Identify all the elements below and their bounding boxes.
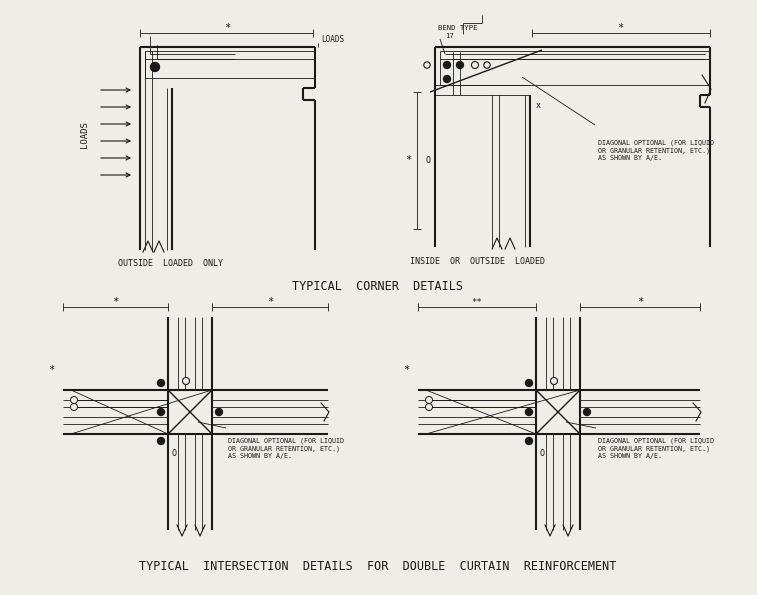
Circle shape xyxy=(425,396,432,403)
Text: x: x xyxy=(535,101,540,109)
Text: *: * xyxy=(48,365,54,375)
Circle shape xyxy=(424,62,430,68)
Text: DIAGONAL OPTIONAL (FOR LIQUID
OR GRANULAR RETENTION, ETC.)
AS SHOWN BY A/E.: DIAGONAL OPTIONAL (FOR LIQUID OR GRANULA… xyxy=(598,140,714,161)
Text: OUTSIDE  LOADED  ONLY: OUTSIDE LOADED ONLY xyxy=(119,259,223,268)
Text: INSIDE  OR  OUTSIDE  LOADED: INSIDE OR OUTSIDE LOADED xyxy=(410,258,544,267)
Text: *: * xyxy=(112,297,119,307)
Text: *: * xyxy=(403,365,409,375)
Circle shape xyxy=(157,380,164,387)
Text: O: O xyxy=(425,156,430,165)
Circle shape xyxy=(525,409,532,415)
Circle shape xyxy=(550,377,557,384)
Circle shape xyxy=(472,61,478,68)
Text: DIAGONAL OPTIONAL (FOR LIQUID
OR GRANULAR RETENTION, ETC.)
AS SHOWN BY A/E.: DIAGONAL OPTIONAL (FOR LIQUID OR GRANULA… xyxy=(598,438,714,459)
Circle shape xyxy=(70,396,77,403)
Text: *: * xyxy=(617,23,623,33)
Circle shape xyxy=(444,76,450,83)
Circle shape xyxy=(456,61,463,68)
Text: *: * xyxy=(224,23,231,33)
Text: *: * xyxy=(637,297,643,307)
Text: DIAGONAL OPTIONAL (FOR LIQUID
OR GRANULAR RETENTION, ETC.)
AS SHOWN BY A/E.: DIAGONAL OPTIONAL (FOR LIQUID OR GRANULA… xyxy=(228,438,344,459)
Circle shape xyxy=(157,437,164,444)
Circle shape xyxy=(525,380,532,387)
Text: *: * xyxy=(405,155,411,165)
Text: TYPICAL  INTERSECTION  DETAILS  FOR  DOUBLE  CURTAIN  REINFORCEMENT: TYPICAL INTERSECTION DETAILS FOR DOUBLE … xyxy=(139,560,617,574)
Text: BEND TYPE: BEND TYPE xyxy=(438,25,478,31)
Circle shape xyxy=(525,437,532,444)
Circle shape xyxy=(70,403,77,411)
Text: TYPICAL  CORNER  DETAILS: TYPICAL CORNER DETAILS xyxy=(292,280,463,293)
Circle shape xyxy=(151,62,160,71)
Circle shape xyxy=(584,409,590,415)
Circle shape xyxy=(444,61,450,68)
Circle shape xyxy=(182,377,189,384)
Circle shape xyxy=(157,409,164,415)
Text: O: O xyxy=(172,449,176,459)
Text: LOADS: LOADS xyxy=(321,35,344,43)
Text: 17: 17 xyxy=(445,33,453,39)
Circle shape xyxy=(425,403,432,411)
Text: **: ** xyxy=(472,298,482,306)
Text: O: O xyxy=(540,449,544,459)
Text: LOADS: LOADS xyxy=(80,121,89,148)
Circle shape xyxy=(216,409,223,415)
Text: *: * xyxy=(267,297,273,307)
Circle shape xyxy=(484,62,491,68)
